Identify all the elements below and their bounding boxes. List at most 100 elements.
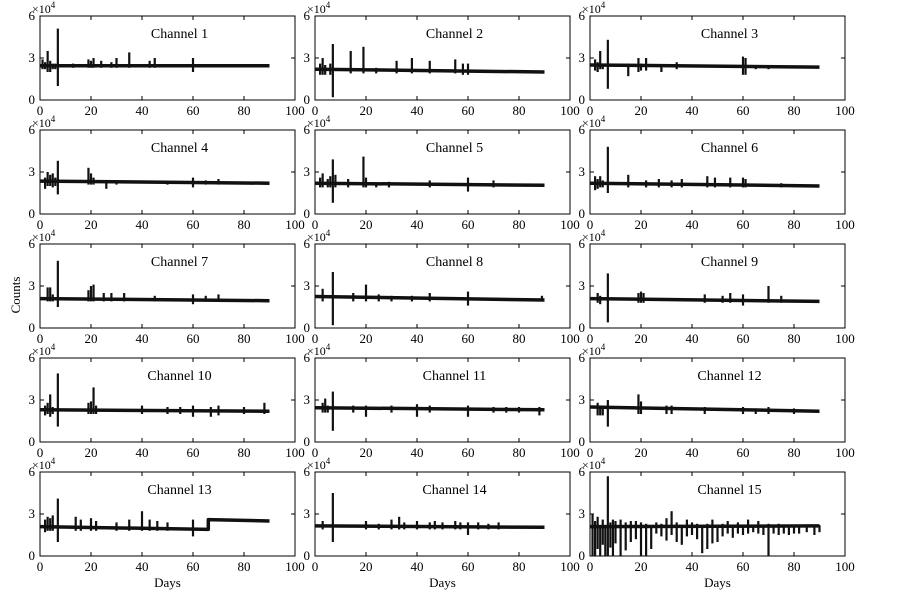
y-exponent-label: ×104 [32, 342, 56, 358]
x-tick-label: 0 [587, 217, 594, 232]
exponent-power: 4 [51, 114, 56, 124]
x-tick-label: 60 [187, 217, 200, 232]
x-tick-label: 20 [85, 331, 98, 346]
y-tick-label: 0 [29, 206, 36, 221]
panel-title: Channel 13 [147, 483, 211, 498]
series-baseline [39, 408, 270, 413]
x-tick-label: 60 [462, 331, 475, 346]
y-exponent-label: ×104 [32, 0, 56, 16]
y-tick-label: 6 [579, 236, 586, 251]
x-tick-label: 40 [686, 331, 699, 346]
x-tick-label: 60 [737, 217, 750, 232]
panel-title: Channel 10 [147, 369, 211, 384]
y-tick-label: 3 [29, 164, 36, 179]
x-tick-label: 0 [587, 103, 594, 118]
y-tick-label: 0 [304, 548, 311, 563]
x-tick-label: 80 [238, 331, 251, 346]
x-tick-label: 20 [360, 103, 373, 118]
x-tick-label: 0 [37, 331, 44, 346]
x-tick-label: 40 [686, 559, 699, 574]
x-tick-label: 60 [187, 559, 200, 574]
y-tick-label: 6 [304, 464, 311, 479]
y-tick-label: 6 [579, 122, 586, 137]
exponent-base: ×10 [307, 116, 326, 130]
y-tick-label: 6 [579, 8, 586, 23]
x-tick-label: 100 [835, 103, 855, 118]
y-tick-label: 3 [579, 278, 586, 293]
panel-title: Channel 4 [151, 141, 208, 156]
x-tick-label: 80 [513, 103, 526, 118]
x-tick-label: 40 [136, 331, 149, 346]
x-tick-label: 100 [560, 559, 580, 574]
x-tick-label: 100 [835, 331, 855, 346]
x-tick-label: 40 [686, 103, 699, 118]
y-exponent-label: ×104 [307, 456, 331, 472]
y-exponent-label: ×104 [307, 0, 331, 16]
exponent-power: 4 [601, 114, 606, 124]
x-tick-label: 100 [835, 217, 855, 232]
y-tick-label: 0 [29, 320, 36, 335]
exponent-base: ×10 [307, 2, 326, 16]
y-tick-label: 3 [304, 392, 311, 407]
x-tick-label: 40 [411, 559, 424, 574]
y-tick-label: 0 [304, 92, 311, 107]
x-tick-label: 40 [136, 103, 149, 118]
y-tick-label: 3 [304, 50, 311, 65]
x-tick-label: 0 [312, 445, 319, 460]
panel-title: Channel 9 [701, 255, 758, 270]
x-tick-label: 80 [238, 217, 251, 232]
exponent-power: 4 [601, 228, 606, 238]
exponent-base: ×10 [582, 458, 601, 472]
y-exponent-label: ×104 [582, 114, 606, 130]
exponent-base: ×10 [307, 230, 326, 244]
x-tick-label: 40 [411, 217, 424, 232]
exponent-base: ×10 [582, 230, 601, 244]
x-tick-label: 40 [686, 445, 699, 460]
x-tick-label: 100 [285, 445, 305, 460]
x-tick-label: 0 [37, 559, 44, 574]
x-tick-label: 80 [238, 103, 251, 118]
exponent-base: ×10 [32, 116, 51, 130]
x-tick-label: 60 [187, 103, 200, 118]
y-tick-label: 6 [579, 350, 586, 365]
y-tick-label: 3 [29, 278, 36, 293]
y-tick-label: 3 [29, 392, 36, 407]
exponent-power: 4 [51, 456, 56, 466]
x-tick-label: 20 [635, 445, 648, 460]
panel-title: Channel 12 [697, 369, 761, 384]
x-tick-label: 60 [737, 103, 750, 118]
y-tick-label: 0 [304, 434, 311, 449]
exponent-power: 4 [601, 342, 606, 352]
panel-title: Channel 15 [697, 483, 761, 498]
x-tick-label: 20 [85, 103, 98, 118]
x-tick-label: 100 [560, 445, 580, 460]
x-tick-label: 80 [788, 217, 801, 232]
exponent-power: 4 [601, 456, 606, 466]
x-tick-label: 0 [312, 217, 319, 232]
x-tick-label: 20 [635, 559, 648, 574]
y-exponent-label: ×104 [32, 228, 56, 244]
x-tick-label: 40 [411, 103, 424, 118]
x-tick-label: 20 [360, 445, 373, 460]
x-tick-label: 20 [635, 331, 648, 346]
y-tick-label: 6 [29, 350, 36, 365]
y-tick-label: 0 [579, 92, 586, 107]
x-tick-label: 0 [37, 445, 44, 460]
x-tick-label: 40 [136, 217, 149, 232]
x-tick-label: 100 [285, 103, 305, 118]
x-tick-label: 0 [312, 103, 319, 118]
x-tick-label: 80 [788, 103, 801, 118]
y-tick-label: 0 [304, 206, 311, 221]
x-tick-label: 60 [462, 559, 475, 574]
exponent-base: ×10 [32, 344, 51, 358]
y-axis-label: Counts [8, 277, 23, 314]
x-tick-label: 60 [462, 103, 475, 118]
y-exponent-label: ×104 [32, 114, 56, 130]
x-tick-label: 100 [560, 331, 580, 346]
